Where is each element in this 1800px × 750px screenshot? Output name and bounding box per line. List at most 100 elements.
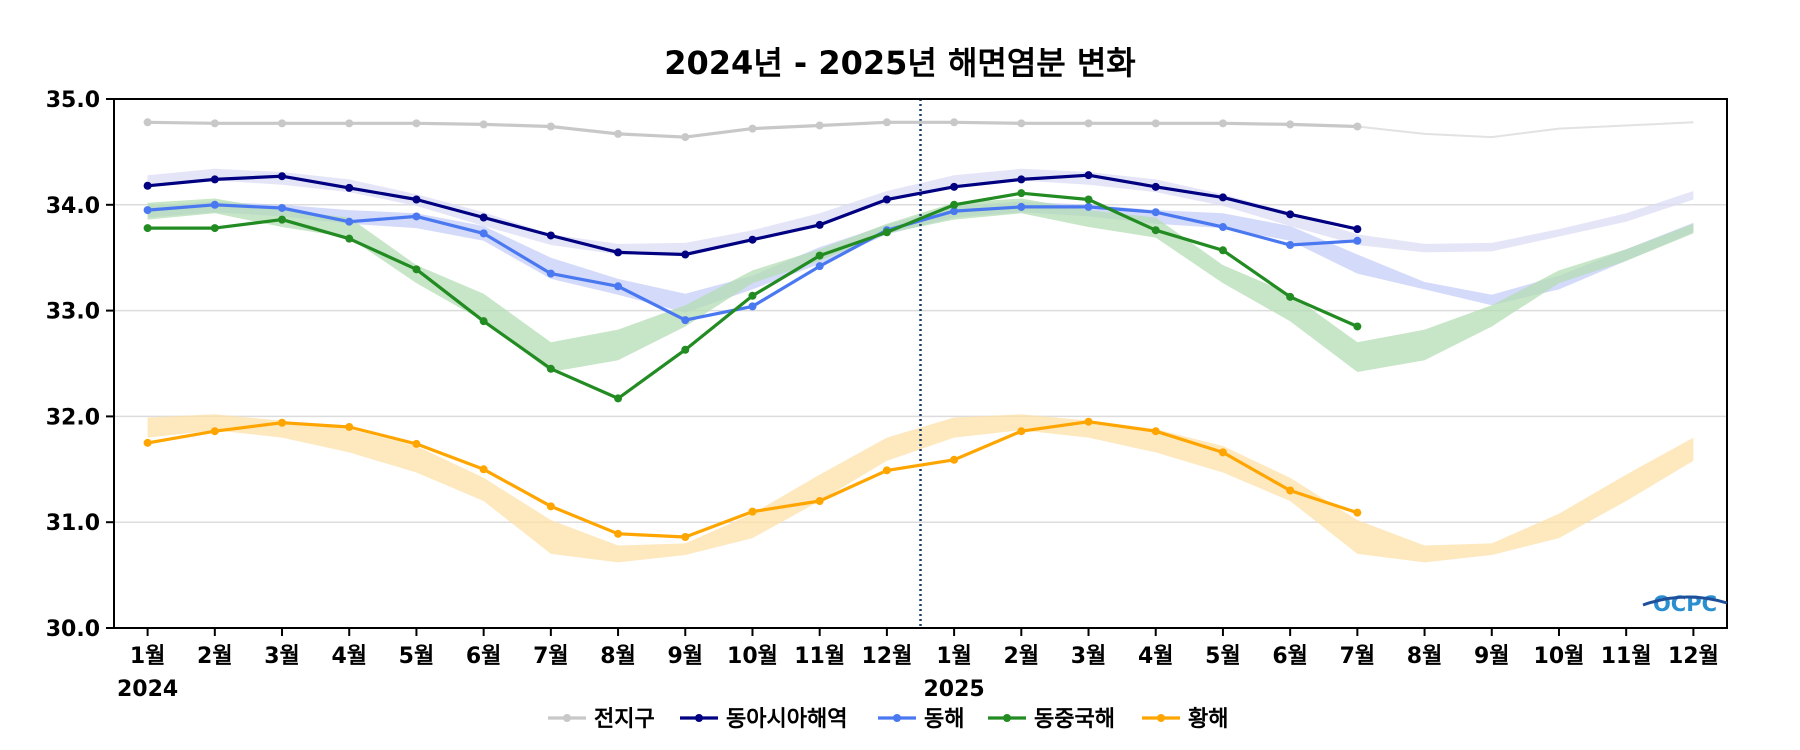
data-point [345, 234, 354, 243]
series [143, 171, 1362, 259]
legend-marker [893, 714, 901, 722]
climatology-band [147, 168, 1694, 255]
data-point [345, 217, 354, 226]
data-point [815, 220, 824, 229]
x-tick-label: 10월 [1534, 644, 1585, 669]
data-point [950, 182, 959, 191]
x-tick-label: 2월 [197, 644, 233, 669]
series [143, 200, 1362, 325]
legend-item: 동중국해 [988, 707, 1115, 732]
x-tick-label: 3월 [1071, 644, 1107, 669]
x-tick-label: 6월 [466, 644, 502, 669]
y-tick-label: 33.0 [46, 300, 100, 325]
data-point [1017, 175, 1026, 184]
data-point [1353, 225, 1362, 234]
x-year-label: 2025 [923, 677, 984, 702]
y-tick-label: 35.0 [46, 88, 100, 113]
series [143, 417, 1362, 542]
data-point [1084, 417, 1093, 426]
data-point [1017, 427, 1026, 436]
data-point [1151, 226, 1160, 235]
data-point [614, 248, 623, 257]
y-tick-label: 32.0 [46, 405, 100, 430]
data-point [546, 122, 555, 131]
data-point [1286, 120, 1295, 129]
data-point [1151, 427, 1160, 436]
data-point [1218, 448, 1227, 457]
data-point [143, 206, 152, 215]
data-point [815, 262, 824, 271]
data-point [1353, 322, 1362, 331]
data-point [1218, 223, 1227, 232]
data-point [882, 118, 891, 127]
data-point [479, 229, 488, 238]
legend: 전지구 동아시아해역 동해 동중국해 황해 [548, 707, 1228, 732]
x-year-label: 2024 [117, 677, 178, 702]
data-point [412, 265, 421, 274]
data-point [681, 533, 690, 542]
data-point [1151, 182, 1160, 191]
data-point [1151, 119, 1160, 128]
data-point [210, 200, 219, 209]
x-tick-label: 9월 [667, 644, 703, 669]
data-point [882, 195, 891, 204]
legend-label: 전지구 [594, 707, 655, 732]
data-point [1353, 236, 1362, 245]
legend-marker [1003, 714, 1011, 722]
x-tick-label: 5월 [1205, 644, 1241, 669]
data-point [1286, 241, 1295, 250]
data-point [1218, 193, 1227, 202]
legend-label: 동중국해 [1034, 707, 1115, 732]
legend-label: 황해 [1188, 707, 1228, 732]
data-point [1218, 119, 1227, 128]
data-point [614, 394, 623, 403]
data-point [412, 212, 421, 221]
data-point [748, 291, 757, 300]
legend-marker [563, 714, 571, 722]
data-point [1017, 119, 1026, 128]
data-point [479, 213, 488, 222]
data-point [1218, 246, 1227, 255]
data-point [1084, 195, 1093, 204]
ocpc-logo-swoosh [1642, 595, 1728, 607]
data-point [345, 183, 354, 192]
data-point [882, 228, 891, 237]
data-point [614, 282, 623, 291]
data-point [681, 345, 690, 354]
data-point [143, 438, 152, 447]
data-point [950, 207, 959, 216]
legend-item: 동해 [878, 707, 964, 732]
data-point [748, 507, 757, 516]
data-point [950, 200, 959, 209]
data-point [815, 251, 824, 260]
data-point [143, 224, 152, 233]
data-point [278, 215, 287, 224]
data-point [1084, 171, 1093, 180]
data-point [278, 119, 287, 128]
x-tick-label: 12월 [861, 644, 912, 669]
data-point [546, 269, 555, 278]
x-tick-label: 10월 [727, 644, 778, 669]
legend-item: 동아시아해역 [680, 707, 847, 732]
data-point [1084, 202, 1093, 211]
plot-frame [113, 98, 1728, 629]
x-tick-label: 6월 [1272, 644, 1308, 669]
data-point [143, 181, 152, 190]
data-point [412, 119, 421, 128]
legend-item: 전지구 [548, 707, 655, 732]
data-point [681, 316, 690, 325]
y-tick-label: 31.0 [46, 511, 100, 536]
data-point [1151, 208, 1160, 217]
series [143, 189, 1362, 403]
data-point [1353, 122, 1362, 131]
y-tick-label: 30.0 [46, 617, 100, 642]
data-point [748, 302, 757, 311]
data-point [479, 120, 488, 129]
x-tick-label: 4월 [331, 644, 367, 669]
data-point [681, 250, 690, 259]
x-tick-label: 1월 [130, 644, 166, 669]
x-tick-label: 1월 [936, 644, 972, 669]
data-point [412, 195, 421, 204]
data-point [479, 317, 488, 326]
